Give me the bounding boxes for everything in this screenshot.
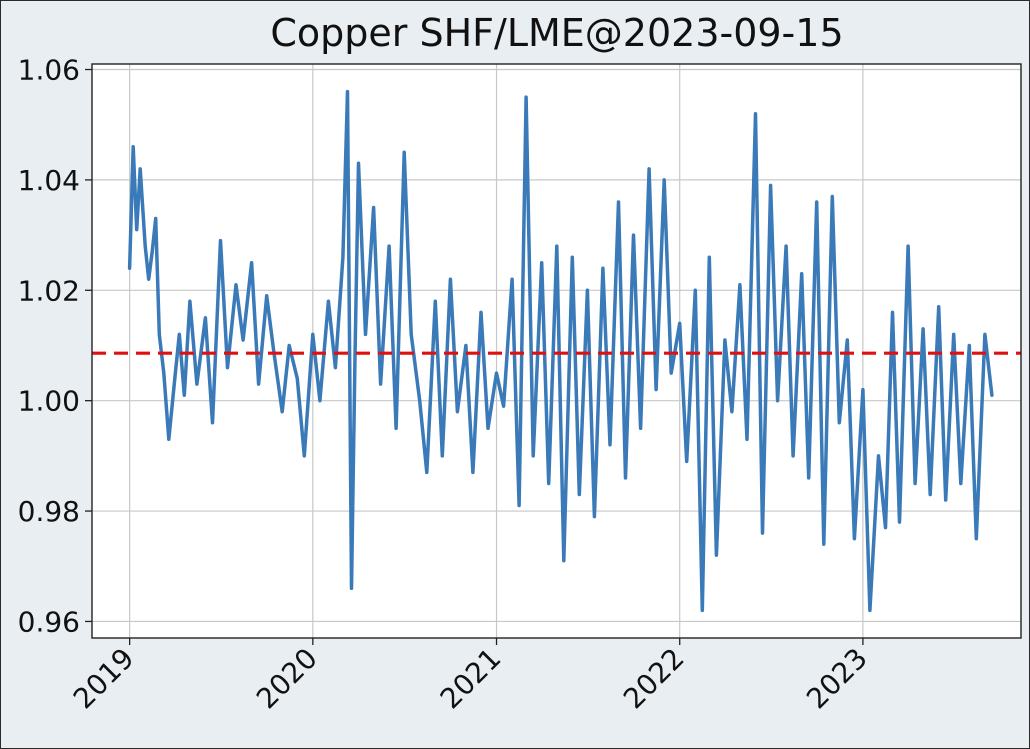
x-tick-label: 2020 xyxy=(250,642,324,716)
y-tick-label: 0.96 xyxy=(18,605,80,638)
y-tick-label: 1.06 xyxy=(18,54,80,87)
chart-title: Copper SHF/LME@2023-09-15 xyxy=(270,11,843,55)
series-line-0 xyxy=(127,89,994,613)
axes-layer xyxy=(85,63,1022,645)
plot-area-layer xyxy=(92,64,1021,638)
x-tick-label: 2022 xyxy=(617,642,691,716)
axes-frame xyxy=(91,63,1022,639)
x-tick-label: 2019 xyxy=(67,642,141,716)
y-tick-label: 0.98 xyxy=(18,495,80,528)
plot-area xyxy=(92,64,1021,638)
y-tick-label: 1.02 xyxy=(18,274,80,307)
x-tick-label: 2021 xyxy=(434,642,508,716)
x-tick-label: 2023 xyxy=(800,642,874,716)
series-layer xyxy=(127,89,994,613)
y-tick-label: 1.04 xyxy=(18,164,80,197)
y-tick-label: 1.00 xyxy=(18,385,80,418)
